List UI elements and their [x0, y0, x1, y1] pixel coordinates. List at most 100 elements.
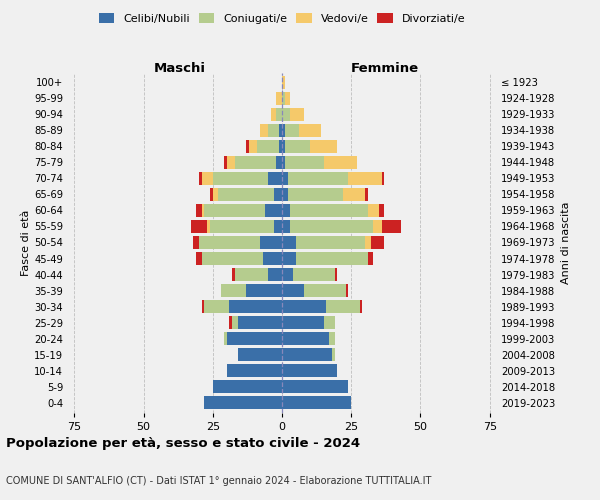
- Bar: [282, 284, 304, 297]
- Bar: [202, 300, 205, 313]
- Bar: [329, 332, 335, 345]
- Bar: [260, 236, 282, 249]
- Bar: [205, 204, 265, 217]
- Bar: [193, 236, 199, 249]
- Bar: [285, 140, 310, 153]
- Bar: [282, 204, 290, 217]
- Bar: [232, 316, 238, 330]
- Bar: [368, 204, 379, 217]
- Bar: [213, 172, 268, 185]
- Bar: [213, 188, 218, 201]
- Bar: [202, 252, 263, 265]
- Bar: [229, 300, 282, 313]
- Bar: [285, 92, 290, 104]
- Bar: [382, 220, 401, 233]
- Bar: [282, 236, 296, 249]
- Bar: [282, 300, 326, 313]
- Bar: [210, 220, 274, 233]
- Bar: [282, 396, 351, 409]
- Bar: [199, 236, 260, 249]
- Bar: [365, 236, 371, 249]
- Bar: [335, 268, 337, 281]
- Bar: [282, 268, 293, 281]
- Bar: [310, 140, 337, 153]
- Bar: [282, 76, 285, 88]
- Bar: [229, 316, 232, 330]
- Bar: [365, 188, 368, 201]
- Bar: [282, 140, 285, 153]
- Bar: [235, 268, 268, 281]
- Bar: [277, 156, 282, 169]
- Bar: [221, 284, 246, 297]
- Bar: [257, 140, 279, 153]
- Bar: [282, 172, 287, 185]
- Bar: [205, 300, 229, 313]
- Bar: [290, 204, 368, 217]
- Bar: [213, 380, 282, 394]
- Bar: [323, 156, 357, 169]
- Y-axis label: Fasce di età: Fasce di età: [22, 210, 31, 276]
- Bar: [282, 156, 285, 169]
- Bar: [349, 172, 382, 185]
- Text: Maschi: Maschi: [154, 62, 206, 75]
- Bar: [296, 236, 365, 249]
- Bar: [359, 300, 362, 313]
- Bar: [279, 124, 282, 137]
- Bar: [282, 316, 323, 330]
- Bar: [202, 172, 213, 185]
- Bar: [279, 140, 282, 153]
- Bar: [282, 124, 285, 137]
- Bar: [246, 140, 249, 153]
- Bar: [232, 268, 235, 281]
- Bar: [268, 124, 279, 137]
- Bar: [282, 108, 290, 121]
- Text: Popolazione per età, sesso e stato civile - 2024: Popolazione per età, sesso e stato civil…: [6, 438, 360, 450]
- Bar: [371, 236, 385, 249]
- Bar: [238, 316, 282, 330]
- Bar: [282, 188, 287, 201]
- Bar: [382, 172, 385, 185]
- Bar: [205, 396, 282, 409]
- Bar: [227, 332, 282, 345]
- Bar: [290, 220, 373, 233]
- Bar: [277, 92, 282, 104]
- Bar: [285, 124, 299, 137]
- Bar: [277, 108, 282, 121]
- Bar: [282, 332, 329, 345]
- Bar: [210, 188, 213, 201]
- Bar: [246, 284, 282, 297]
- Bar: [282, 252, 296, 265]
- Bar: [274, 220, 282, 233]
- Bar: [373, 220, 382, 233]
- Bar: [343, 188, 365, 201]
- Bar: [207, 220, 210, 233]
- Bar: [227, 156, 235, 169]
- Bar: [282, 92, 285, 104]
- Bar: [293, 268, 335, 281]
- Bar: [235, 156, 277, 169]
- Y-axis label: Anni di nascita: Anni di nascita: [561, 201, 571, 283]
- Bar: [260, 124, 268, 137]
- Bar: [326, 300, 359, 313]
- Bar: [323, 316, 335, 330]
- Bar: [296, 252, 368, 265]
- Bar: [299, 124, 321, 137]
- Bar: [282, 364, 337, 378]
- Bar: [346, 284, 349, 297]
- Text: COMUNE DI SANT'ALFIO (CT) - Dati ISTAT 1° gennaio 2024 - Elaborazione TUTTITALIA: COMUNE DI SANT'ALFIO (CT) - Dati ISTAT 1…: [6, 476, 431, 486]
- Bar: [282, 348, 332, 362]
- Bar: [196, 204, 202, 217]
- Bar: [287, 188, 343, 201]
- Bar: [271, 108, 277, 121]
- Bar: [268, 172, 282, 185]
- Bar: [227, 364, 282, 378]
- Bar: [224, 156, 227, 169]
- Bar: [332, 348, 335, 362]
- Bar: [268, 268, 282, 281]
- Bar: [304, 284, 346, 297]
- Bar: [199, 172, 202, 185]
- Bar: [218, 188, 274, 201]
- Bar: [249, 140, 257, 153]
- Bar: [285, 156, 323, 169]
- Bar: [191, 220, 207, 233]
